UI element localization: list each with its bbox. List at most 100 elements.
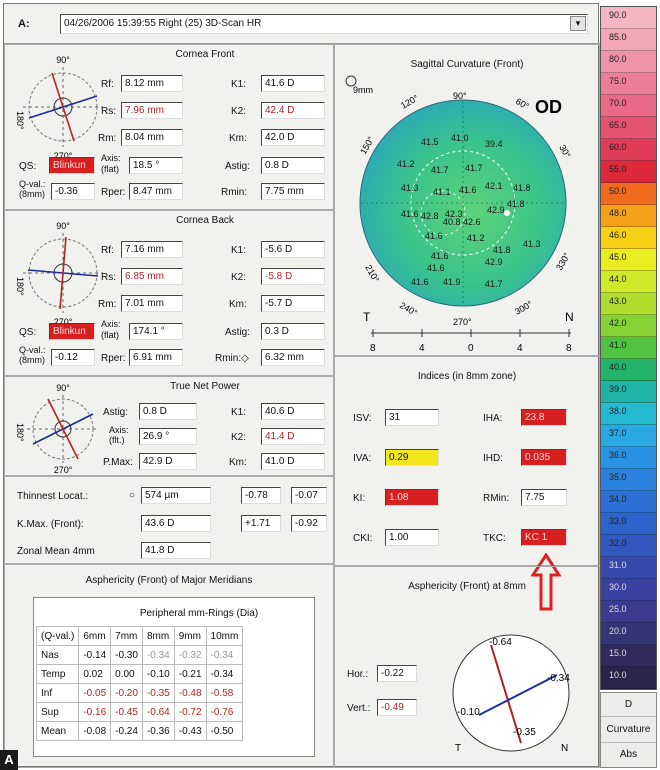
scale-cell: 90.0 [601, 7, 656, 29]
map-value-label: 42.8 [421, 211, 439, 221]
chevron-down-icon[interactable]: ▾ [570, 16, 586, 31]
cornea-back-title: Cornea Back [176, 215, 234, 226]
map-value-label: 41.6 [425, 231, 443, 241]
scale-label: 33.0 [609, 516, 627, 526]
table-cell: -0.08 [78, 721, 112, 741]
scale-label: 38.0 [609, 406, 627, 416]
net-axis-value: 26.9 ° [139, 428, 197, 445]
iva-value: 0.29 [385, 449, 439, 466]
scale-cell: 50.0 [601, 183, 656, 205]
scale-label: 46.0 [609, 230, 627, 240]
net-k1-label: K1: [231, 407, 247, 418]
thinnest-y: -0.07 [291, 487, 327, 504]
back-deg-180: 180° [15, 277, 25, 296]
abs-button[interactable]: Abs [619, 749, 638, 760]
unit-button[interactable]: D [601, 693, 656, 717]
front-k1-value: 41.6 D [261, 75, 325, 92]
zonal-label: Zonal Mean 4mm [17, 546, 95, 557]
back-k2-value: -5.8 D [261, 268, 325, 285]
isv-label: ISV: [353, 413, 372, 424]
scale-label: 10.0 [609, 670, 627, 680]
pentacam-window: A: 04/26/2006 15:39:55 Right (25) 3D-Sca… [3, 3, 601, 768]
cornea-front-axis-diagram: 90° 270° 180° [15, 55, 103, 161]
map-value-label: 41.3 [401, 183, 419, 193]
front-rf-value: 8.12 mm [121, 75, 183, 92]
map-value-label: 41.8 [513, 183, 531, 193]
rmin-index-value: 7.75 [521, 489, 567, 506]
scale-tick-label: 8 [370, 343, 376, 354]
scale-cell: 44.0 [601, 271, 656, 293]
exam-select[interactable]: 04/26/2006 15:39:55 Right (25) 3D-Scan H… [60, 14, 588, 34]
scale-cell: 38.0 [601, 403, 656, 425]
scale-label: 40.0 [609, 362, 627, 372]
sagittal-map[interactable]: 9mm OD 90° 120° 60° 150° 30° 210° 330° 2… [335, 75, 601, 357]
asph-bottom-value: -0.35 [513, 727, 536, 738]
rmin-index-label: RMin: [483, 493, 510, 504]
ihd-label: IHD: [483, 453, 503, 464]
ki-value: 1.08 [385, 489, 439, 506]
scale-label: 35.0 [609, 472, 627, 482]
exam-select-value: 04/26/2006 15:39:55 Right (25) 3D-Scan H… [64, 18, 262, 29]
map-deg-270: 270° [453, 317, 472, 327]
table-cell: -0.76 [205, 702, 244, 722]
back-qs-badge: Blinkun [49, 323, 95, 340]
ki-label: KI: [353, 493, 366, 504]
front-qs-label: QS: [19, 161, 37, 172]
front-km-label: Km: [229, 133, 247, 144]
table-cell: -0.16 [78, 702, 112, 722]
scale-cell: 65.0 [601, 117, 656, 139]
asph-8mm-title: Asphericity (Front) at 8mm [408, 581, 526, 592]
front-astig-label: Astig: [225, 161, 251, 172]
back-rmin-value: 6.32 mm [261, 349, 325, 366]
map-value-label: 41.6 [427, 263, 445, 273]
back-rs-label: Rs: [101, 272, 116, 283]
map-value-label: 42.9 [487, 205, 505, 215]
exam-label: A: [18, 18, 30, 30]
eye-label: OD [535, 97, 562, 117]
front-rper-label: Rper: [101, 187, 126, 198]
scale-cell: 34.0 [601, 491, 656, 513]
table-cell: -0.64 [141, 702, 175, 722]
asph-top-value: -0.64 [489, 637, 512, 648]
curvature-button[interactable]: Curvature [601, 717, 656, 743]
thinnest-x: -0.78 [241, 487, 281, 504]
asphericity-meridians-panel: Asphericity (Front) of Major Meridians P… [4, 564, 334, 768]
back-rper-label: Rper: [101, 353, 126, 364]
table-cell: 0.00 [110, 664, 143, 684]
scale-label: 30.0 [609, 582, 627, 592]
front-rm-value: 8.04 mm [121, 129, 183, 146]
scale-label: 80.0 [609, 54, 627, 64]
hor-label: Hor.: [347, 669, 369, 680]
table-cell: -0.43 [173, 721, 207, 741]
table-cell: Sup [35, 702, 80, 722]
front-rm-label: Rm: [98, 133, 117, 144]
scale-cell: 39.0 [601, 381, 656, 403]
scale-cell: 30.0 [601, 579, 656, 601]
color-scale-bar: 90.0 85.0 80.0 75.0 70.0 65.0 60.0 55.0 50.0 48.0… [600, 6, 657, 690]
scale-cell: 32.0 [601, 535, 656, 557]
cornea-front-panel: Cornea Front 90° 270° 180° Rf: 8.12 mm R… [4, 44, 334, 210]
map-value-label: 41.7 [431, 165, 449, 175]
scale-cell: 70.0 [601, 95, 656, 117]
scale-label: 44.0 [609, 274, 627, 284]
front-deg-180: 180° [15, 111, 25, 130]
table-cell: -0.21 [173, 664, 207, 684]
figure-panel-label: A [0, 750, 18, 770]
scale-label: 31.0 [609, 560, 627, 570]
map-value-label: 41.6 [411, 277, 429, 287]
scale-label: 45.0 [609, 252, 627, 262]
back-axis-label: Axis: (flat) [101, 319, 121, 340]
table-header: 9mm [173, 626, 207, 646]
scale-label: 25.0 [609, 604, 627, 614]
asph-nasal-label: N [561, 743, 568, 754]
front-deg-270: 270° [54, 151, 73, 161]
scale-label: 34.0 [609, 494, 627, 504]
front-rs-value: 7.96 mm [121, 102, 183, 119]
table-row: Inf -0.05 -0.20 -0.35 -0.48 -0.58 [35, 683, 244, 703]
table-cell: -0.10 [141, 664, 175, 684]
cornea-front-title: Cornea Front [175, 49, 235, 60]
map-deg-330: 330° [554, 251, 572, 272]
indices-title: Indices (in 8mm zone) [417, 371, 517, 382]
kmax-value: 43.6 D [141, 515, 211, 532]
net-astig-value: 0.8 D [139, 403, 197, 420]
